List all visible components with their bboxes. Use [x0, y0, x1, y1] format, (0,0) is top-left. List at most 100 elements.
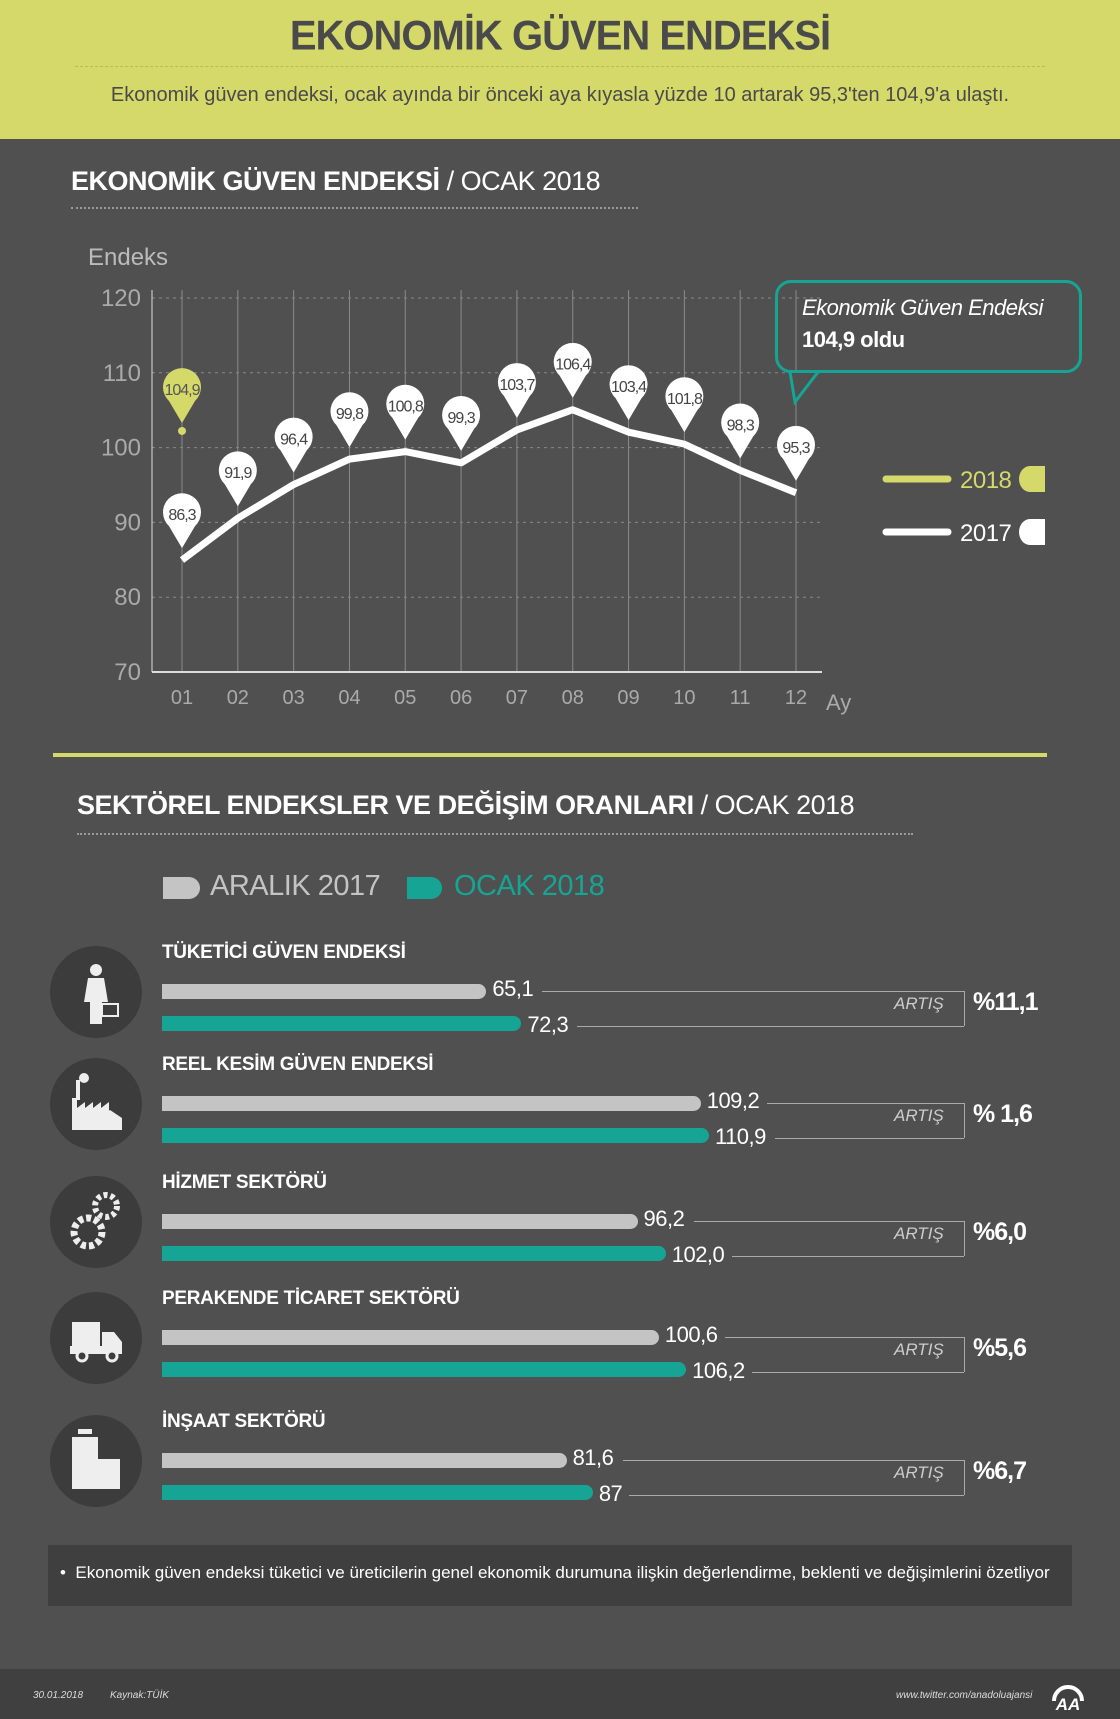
bracket-line	[622, 1460, 964, 1461]
x-tick-label: 08	[562, 687, 584, 709]
data-dot-2018	[178, 426, 186, 435]
page-title: EKONOMİK GÜVEN ENDEKSİ	[289, 12, 831, 60]
data-marker	[218, 451, 257, 507]
aa-logo-icon: AA	[1052, 1685, 1084, 1713]
legend-label: 2017	[960, 520, 1012, 547]
legend-label-jan: OCAK 2018	[454, 870, 605, 902]
x-tick-label: 01	[171, 687, 193, 709]
sector-title: HİZMET SEKTÖRÜ	[162, 1172, 327, 1193]
bracket-line	[752, 1372, 964, 1373]
bracket-line	[964, 1221, 965, 1256]
series-line-2017	[179, 406, 798, 563]
bracket-line	[766, 1103, 964, 1104]
bar-dec	[162, 1096, 701, 1111]
factory-icon	[72, 1073, 122, 1130]
footer: 30.01.2018 Kaynak:TÜİK www.twitter.com/a…	[0, 1669, 1120, 1719]
value-dec: 81,6	[572, 1445, 614, 1470]
truck-icon	[70, 1322, 122, 1363]
x-tick-label: 11	[730, 687, 751, 709]
value-dec: 109,2	[706, 1088, 760, 1113]
value-dec: 96,2	[643, 1206, 685, 1231]
x-tick-label: 03	[283, 687, 305, 709]
sector-icon-circle	[50, 946, 142, 1038]
divider	[71, 207, 638, 209]
sector-title: PERAKENDE TİCARET SEKTÖRÜ	[162, 1288, 460, 1309]
data-label: 99,8	[336, 406, 364, 423]
x-tick-label: 07	[506, 687, 528, 709]
y-tick-label: 110	[103, 360, 141, 387]
bar-dec	[162, 1214, 638, 1229]
data-marker	[386, 384, 425, 440]
data-point-2017: 98,3	[721, 403, 760, 459]
change-label: ARTIŞ	[894, 994, 944, 1013]
change-label: ARTIŞ	[894, 1106, 944, 1125]
data-marker	[274, 417, 313, 473]
sector-icon-circle	[50, 1415, 142, 1507]
y-tick-label: 90	[114, 509, 141, 536]
data-marker	[721, 403, 760, 459]
sector-title: REEL KESİM GÜVEN ENDEKSİ	[162, 1054, 434, 1075]
sector-icon-circle	[50, 1176, 142, 1268]
bar-jan	[162, 1128, 709, 1143]
x-tick-label: 06	[450, 687, 472, 709]
legend-label-dec: ARALIK 2017	[210, 870, 381, 902]
data-marker	[609, 365, 648, 421]
bracket-line	[964, 991, 965, 1026]
data-point-2017: 106,4	[553, 342, 592, 398]
bar-dec	[162, 1330, 659, 1345]
bar-jan	[162, 1016, 522, 1031]
bracket-line	[964, 1337, 965, 1372]
callout: Ekonomik Güven Endeksi 104,9 oldu	[775, 280, 1082, 373]
x-axis-label: Ay	[826, 690, 851, 715]
bracket-line	[731, 1256, 964, 1257]
bar-jan	[162, 1362, 687, 1377]
data-point-2018: 104,9	[163, 368, 202, 423]
sector-title: İNŞAAT SEKTÖRÜ	[162, 1411, 326, 1432]
bracket-line	[724, 1337, 964, 1338]
bracket-line	[628, 1495, 964, 1496]
footer-date: 30.01.2018	[33, 1690, 84, 1701]
bar-dec	[162, 1453, 567, 1468]
footnote: • Ekonomik güven endeksi tüketici ve üre…	[48, 1545, 1072, 1606]
bracket-line	[774, 1138, 964, 1139]
x-tick-label: 12	[785, 687, 807, 709]
woman-basket-icon	[84, 964, 119, 1024]
change-value: %11,1	[973, 988, 1039, 1016]
change-label: ARTIŞ	[894, 1463, 944, 1482]
data-marker	[163, 493, 201, 549]
value-dec: 100,6	[664, 1322, 718, 1347]
line-chart: Endeks 120 110 100 90 80 70 01 02 03 04 05 06 07 08 09 1…	[88, 244, 1045, 715]
header-band	[0, 0, 1120, 139]
svg-text:AA: AA	[1055, 1695, 1081, 1713]
data-point-2017: 100,8	[386, 384, 425, 440]
bar-jan	[162, 1485, 593, 1500]
bracket-line	[964, 1103, 965, 1138]
change-value: % 1,6	[973, 1100, 1033, 1128]
change-label: ARTIŞ	[894, 1224, 944, 1243]
y-tick-label: 120	[101, 285, 141, 312]
x-tick-label: 10	[673, 687, 695, 709]
section-separator	[53, 753, 1047, 757]
change-value: %5,6	[973, 1334, 1027, 1362]
x-tick-label: 09	[617, 687, 639, 709]
x-tick-label: 02	[227, 687, 249, 709]
data-marker	[665, 377, 704, 433]
sector-icon-circle	[50, 1292, 142, 1384]
value-jan: 102,0	[671, 1242, 725, 1267]
data-label: 98,3	[727, 417, 755, 434]
divider	[75, 66, 1045, 67]
data-point-2017: 103,4	[609, 365, 648, 421]
footer-link[interactable]: www.twitter.com/anadoluajansi	[896, 1690, 1033, 1701]
data-marker	[163, 368, 201, 423]
y-tick-label: 100	[101, 435, 141, 462]
data-marker	[497, 363, 536, 418]
data-marker	[777, 425, 815, 481]
data-point-2017: 101,8	[665, 377, 704, 433]
footnote-text: Ekonomik güven endeksi tüketici ve üreti…	[75, 1563, 1050, 1582]
data-point-2017: 99,3	[442, 395, 481, 451]
data-point-2017: 91,9	[218, 451, 257, 507]
data-point-2017: 86,3	[163, 493, 201, 549]
footer-source: Kaynak:TÜİK	[110, 1690, 169, 1701]
legend-label: 2018	[960, 467, 1012, 494]
callout-text: Ekonomik Güven Endeksi	[802, 295, 1043, 320]
